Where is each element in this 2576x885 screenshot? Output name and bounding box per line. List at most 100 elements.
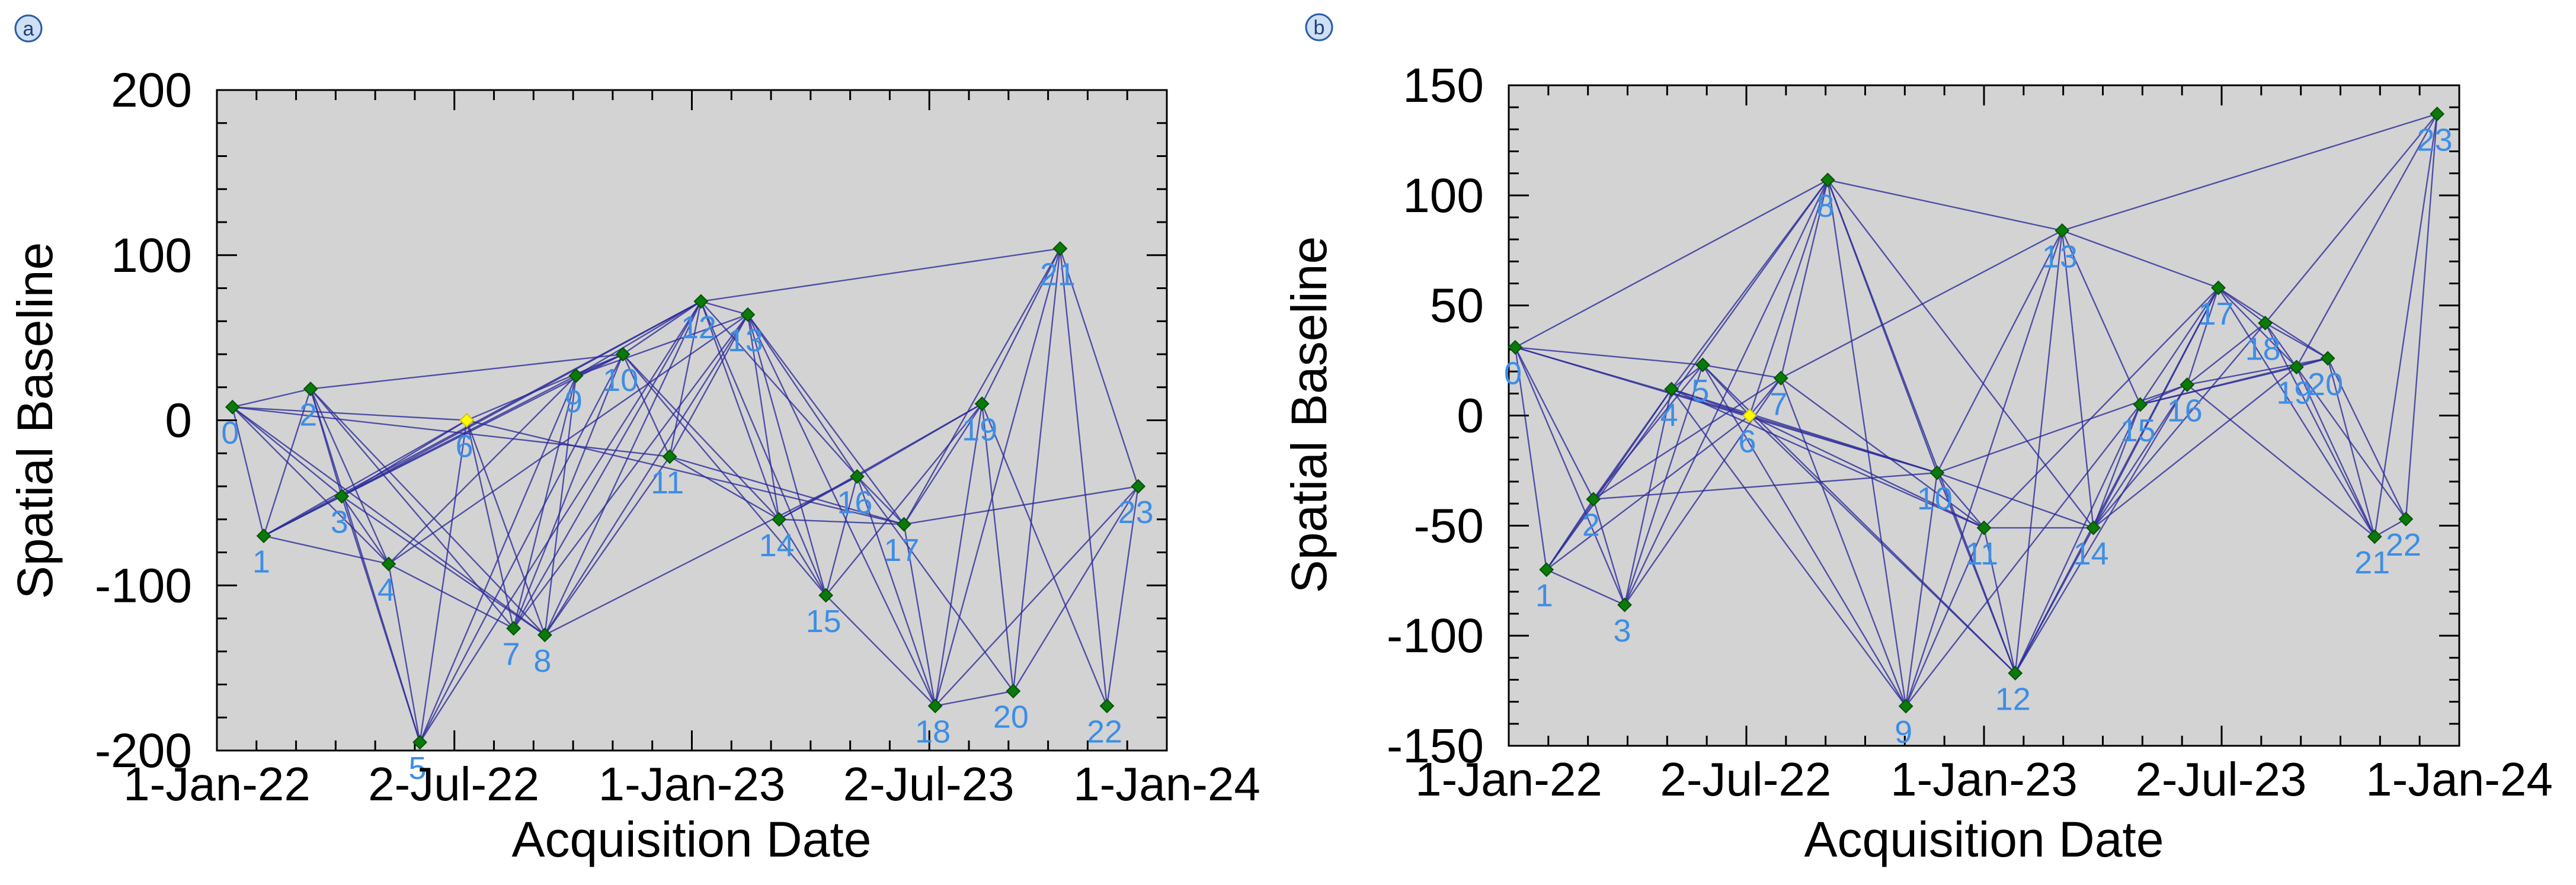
panel-a-plot-area [217, 90, 1167, 751]
acquisition-point [1586, 492, 1601, 507]
pair-edge-3-6 [341, 419, 468, 497]
pair-edge-21-23 [1059, 248, 1139, 487]
pair-edge-12-15 [700, 301, 827, 596]
x-tick-label: 2-Jul-23 [2135, 753, 2306, 806]
pair-edge-7-12 [513, 301, 702, 629]
panel-b-plot-area [1509, 85, 2459, 746]
pair-edge-2-4 [310, 389, 389, 565]
y-tick-label: 0 [165, 394, 192, 448]
point-label: 16 [2167, 393, 2203, 428]
pair-edge-19-23 [2296, 113, 2438, 368]
pair-edge-0-4 [232, 406, 389, 565]
pair-edge-8-14 [1827, 179, 2094, 528]
point-label: 4 [377, 572, 395, 608]
point-label: 8 [533, 643, 551, 679]
acquisition-point [303, 381, 318, 396]
pair-edge-10-15 [622, 354, 827, 596]
pair-edge-6-7 [466, 420, 514, 629]
panel-a-x-tick-labels: 1-Jan-22 2-Jul-22 1-Jan-23 2-Jul-23 1-Jan-24 [123, 758, 1260, 810]
pair-edge-2-3 [1592, 499, 1625, 605]
pair-edge-13-15 [747, 314, 827, 596]
panel-b-edges [1514, 113, 2438, 707]
pair-edge-18-23 [2264, 113, 2438, 324]
pair-edge-12-16 [700, 301, 858, 477]
panel-b-frame [1508, 84, 2460, 747]
pair-edge-16-17 [2186, 287, 2219, 385]
acquisition-point [1131, 479, 1146, 494]
pair-edge-10-13 [1936, 230, 2063, 473]
acquisition-point [2008, 665, 2023, 681]
acquisition-point [537, 627, 552, 643]
acquisition-point [1508, 339, 1523, 355]
x-tick-label: 1-Jan-24 [2366, 753, 2553, 806]
acquisition-point [693, 294, 709, 309]
pair-edge-12-21 [700, 248, 1061, 302]
acquisition-point [2258, 315, 2273, 331]
pair-edge-3-5 [341, 496, 421, 743]
y-tick-label: -100 [1387, 609, 1484, 663]
pair-edge-18-23 [935, 486, 1139, 707]
pair-edge-17-21 [903, 248, 1061, 525]
pair-edge-7-9 [1780, 377, 1907, 707]
pair-edge-15-17 [2139, 287, 2219, 405]
point-label: 16 [837, 485, 872, 520]
y-tick-label: -200 [95, 724, 192, 778]
panel-a-x-axis-title: Acquisition Date [512, 812, 872, 867]
acquisition-point [2133, 397, 2148, 412]
acquisition-point [506, 621, 521, 636]
point-label: 5 [1691, 373, 1709, 409]
pair-edge-0-1 [232, 406, 265, 536]
acquisition-point [2086, 520, 2101, 536]
pair-edge-17-23 [904, 485, 1138, 525]
pair-edge-6-8 [466, 420, 546, 636]
panel-a-frame [216, 89, 1168, 752]
pair-edge-1-6 [263, 419, 468, 537]
pair-edge-12-15 [2014, 404, 2141, 674]
point-label: 15 [2120, 413, 2156, 448]
reference-acquisition-point [459, 413, 475, 428]
point-label: 19 [2276, 376, 2312, 411]
pair-edge-8-13 [1828, 179, 2063, 232]
point-label: 7 [1769, 386, 1787, 422]
x-tick-label: 1-Jan-23 [599, 758, 786, 810]
pair-edge-7-9 [513, 375, 577, 629]
acquisition-point [1099, 698, 1115, 714]
pair-edge-20-21 [2327, 358, 2376, 537]
pair-edge-19-21 [981, 248, 1061, 405]
reference-acquisition-point [1742, 408, 1757, 423]
pair-edge-1-2 [263, 389, 312, 536]
acquisition-point [2211, 280, 2226, 296]
point-label: 20 [2308, 367, 2343, 402]
pair-edge-17-19 [903, 403, 983, 525]
pair-edge-8-13 [544, 314, 748, 636]
pair-edge-16-21 [2187, 384, 2375, 537]
acquisition-point [927, 698, 943, 714]
acquisition-point [1820, 172, 1835, 188]
pair-edge-11-17 [669, 456, 904, 525]
y-tick-label: 50 [1430, 279, 1484, 333]
pair-edge-19-20 [981, 403, 1015, 691]
pair-edge-6-8 [1749, 179, 1829, 416]
pair-edge-18-20 [2265, 322, 2328, 359]
pair-edge-13-23 [2062, 113, 2438, 232]
pair-edge-3-4 [1624, 389, 1672, 605]
pair-edge-2-7 [1593, 377, 1781, 500]
pair-edge-21-22 [2374, 518, 2407, 537]
pair-edge-16-20 [2187, 357, 2328, 386]
acquisition-point [1539, 562, 1554, 578]
pair-edge-13-17 [747, 314, 905, 525]
pair-edge-10-14 [622, 354, 780, 520]
x-tick-label: 1-Jan-22 [123, 758, 311, 810]
acquisition-point [2367, 529, 2382, 544]
point-label: 9 [565, 384, 583, 419]
pair-edge-13-18 [747, 314, 936, 707]
point-label: 4 [1660, 397, 1678, 433]
pair-edge-18-20 [935, 690, 1014, 707]
y-tick-label: 100 [1403, 169, 1484, 223]
pair-edge-16-20 [856, 476, 1014, 692]
pair-edge-4-5 [388, 563, 421, 743]
y-tick-label: -50 [1413, 499, 1484, 553]
pair-edge-11-14 [669, 456, 780, 520]
point-label: 17 [2198, 296, 2233, 332]
